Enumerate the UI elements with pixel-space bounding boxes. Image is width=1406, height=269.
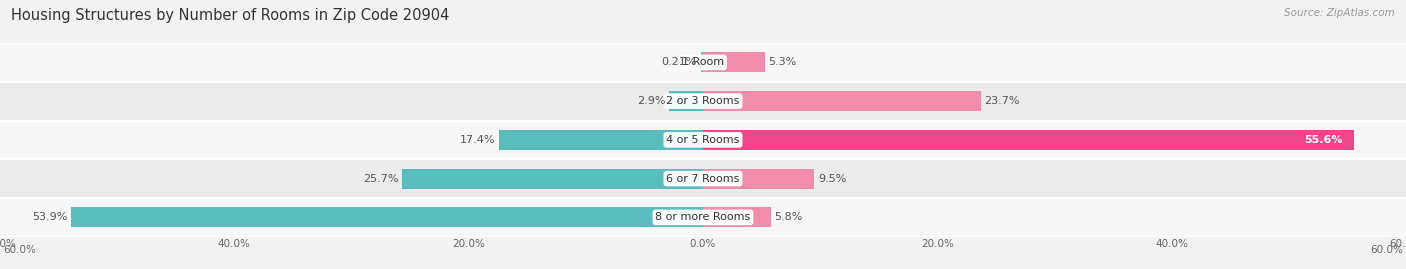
Bar — [0, 159, 1406, 198]
Text: 2 or 3 Rooms: 2 or 3 Rooms — [666, 96, 740, 106]
Text: 2.9%: 2.9% — [637, 96, 665, 106]
Text: Source: ZipAtlas.com: Source: ZipAtlas.com — [1284, 8, 1395, 18]
Text: Housing Structures by Number of Rooms in Zip Code 20904: Housing Structures by Number of Rooms in… — [11, 8, 450, 23]
Text: 53.9%: 53.9% — [32, 212, 67, 222]
Text: 25.7%: 25.7% — [363, 174, 398, 184]
Bar — [0, 43, 1406, 82]
Bar — [402, 169, 703, 189]
Text: 23.7%: 23.7% — [984, 96, 1019, 106]
Bar — [72, 207, 703, 227]
Bar — [669, 91, 703, 111]
Bar — [700, 52, 703, 72]
Bar — [703, 130, 1354, 150]
Text: 60.0%: 60.0% — [1371, 245, 1403, 255]
Bar — [499, 130, 703, 150]
Text: 55.6%: 55.6% — [1305, 135, 1343, 145]
Bar — [703, 52, 765, 72]
Text: 6 or 7 Rooms: 6 or 7 Rooms — [666, 174, 740, 184]
Bar — [703, 207, 770, 227]
Bar — [0, 82, 1406, 121]
Text: 9.5%: 9.5% — [818, 174, 846, 184]
Text: 4 or 5 Rooms: 4 or 5 Rooms — [666, 135, 740, 145]
Bar — [703, 169, 814, 189]
Text: 5.3%: 5.3% — [769, 57, 797, 68]
Text: 5.8%: 5.8% — [775, 212, 803, 222]
Text: 0.21%: 0.21% — [662, 57, 697, 68]
Bar — [0, 121, 1406, 159]
Bar — [703, 91, 981, 111]
Text: 60.0%: 60.0% — [3, 245, 35, 255]
Bar — [0, 198, 1406, 237]
Text: 17.4%: 17.4% — [460, 135, 496, 145]
Text: 1 Room: 1 Room — [682, 57, 724, 68]
Text: 8 or more Rooms: 8 or more Rooms — [655, 212, 751, 222]
